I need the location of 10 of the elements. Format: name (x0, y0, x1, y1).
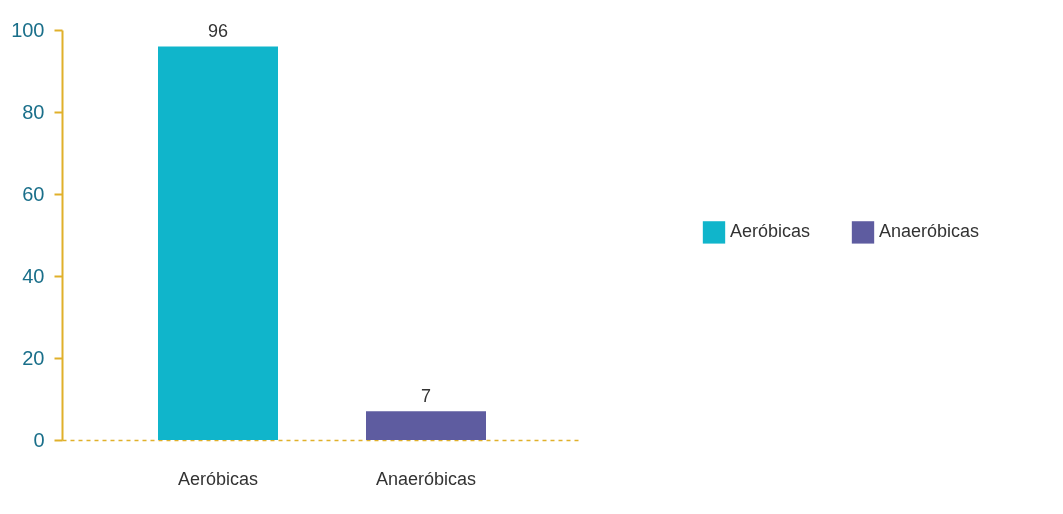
y-tick-label: 40 (22, 264, 45, 287)
y-tick-label: 80 (22, 100, 45, 123)
y-tick-label: 0 (33, 428, 45, 451)
y-tick-label: 60 (22, 182, 45, 205)
y-tick-label: 20 (22, 346, 45, 369)
legend-label: Anaeróbicas (879, 221, 980, 242)
data-label: 96 (207, 21, 229, 42)
data-label: 7 (420, 386, 432, 407)
legend-label: Aeróbicas (730, 221, 811, 242)
y-tick-label: 100 (11, 18, 45, 41)
